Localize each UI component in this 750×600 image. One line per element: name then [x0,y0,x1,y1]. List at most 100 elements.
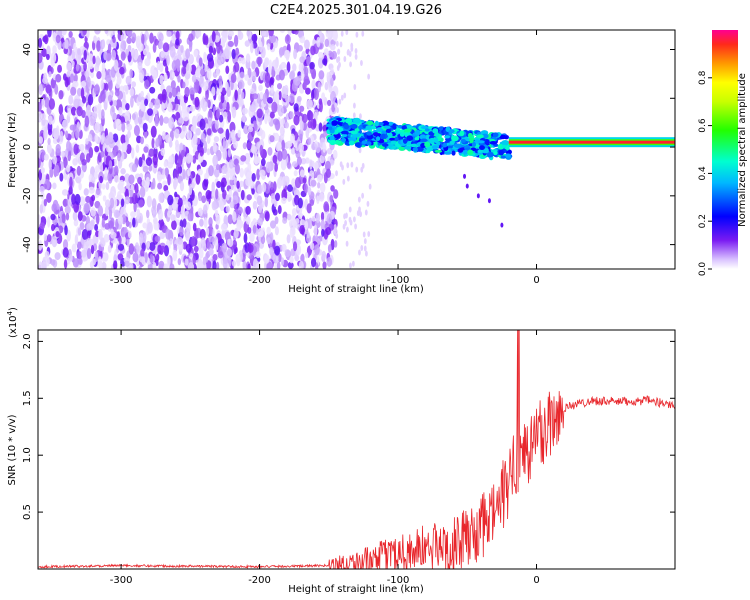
noise-blob [95,55,101,68]
noise-blob [55,34,61,44]
noise-blob [125,103,130,111]
noise-blob [113,145,119,153]
noise-blob [80,249,87,258]
noise-blob [45,53,50,61]
signal-blob [432,128,439,134]
noise-blob [71,193,76,205]
noise-blob [145,176,150,188]
noise-blob [139,256,146,263]
noise-blob [252,93,259,100]
noise-blob [38,111,43,123]
noise-blob [313,224,318,237]
signal-blob [497,143,505,150]
noise-blob [237,56,243,64]
noise-blob [71,131,75,139]
noise-blob [166,54,170,66]
noise-blob [332,30,339,42]
noise-blob [104,135,111,146]
noise-blob [120,51,126,61]
noise-blob [122,91,126,103]
noise-blob [213,136,220,143]
noise-blob [203,204,208,215]
noise-blob [188,33,194,42]
noise-blob [267,146,273,156]
noise-blob [175,30,180,40]
noise-blob [43,34,49,45]
noise-blob [255,251,261,259]
noise-blob [177,154,183,166]
noise-blob [216,261,220,269]
noise-blob [340,30,344,37]
noise-blob [290,147,296,155]
noise-blob [75,127,80,139]
signal-blob [477,140,485,144]
noise-blob [204,172,209,180]
noise-blob [215,239,219,251]
noise-blob [364,250,368,257]
snr-series-line [38,330,675,569]
noise-blob [354,47,358,54]
noise-blob [73,73,78,83]
noise-blob [233,34,239,47]
noise-blob [187,262,195,269]
noise-blob [159,115,164,126]
noise-blob [93,84,101,95]
noise-blob [250,145,258,154]
noise-blob [171,87,178,98]
noise-blob [344,220,347,227]
noise-blob [155,221,160,231]
noise-blob [192,222,197,232]
noise-blob [159,74,164,85]
noise-blob [175,38,180,46]
signal-blob [399,129,405,133]
noise-blob [189,105,196,112]
noise-blob [309,242,315,250]
noise-blob [47,30,52,38]
signal-blob [434,133,440,137]
noise-blob [299,120,304,132]
noise-blob [300,69,305,81]
x-tick-label: 0 [533,575,539,586]
noise-blob [107,244,112,253]
noise-blob [169,263,175,269]
noise-blob [286,234,291,244]
noise-blob [339,41,343,48]
noise-blob [96,213,100,225]
noise-blob [355,166,359,173]
x-tick-label: 0 [533,275,539,286]
noise-blob [128,174,135,185]
noise-blob [63,156,68,169]
noise-blob [264,57,270,67]
noise-blob [310,257,317,268]
noise-blob [366,200,370,207]
noise-blob [299,219,306,226]
noise-blob [194,96,200,108]
x-tick-label: -200 [248,275,271,286]
noise-blob [229,169,236,181]
noise-blob [62,247,69,258]
noise-blob [141,33,145,46]
noise-blob [45,84,52,94]
noise-blob [195,127,201,136]
noise-blob [52,182,57,190]
noise-blob [87,133,93,142]
noise-blob [143,146,149,153]
noise-blob [131,113,136,121]
noise-blob [176,236,183,245]
noise-blob [120,168,126,175]
noise-blob [55,73,62,83]
noise-blob [66,62,72,72]
noise-blob [166,30,172,37]
noise-blob [70,86,77,96]
noise-blob [270,84,274,94]
noise-blob [107,171,113,184]
noise-blob [278,90,282,101]
noise-blob [260,235,266,245]
noise-blob [121,142,128,153]
noise-blob [203,140,208,152]
noise-blob [80,87,85,99]
noise-blob [227,214,234,225]
noise-blob [272,132,280,142]
noise-blob [101,183,106,190]
noise-blob [68,94,74,105]
